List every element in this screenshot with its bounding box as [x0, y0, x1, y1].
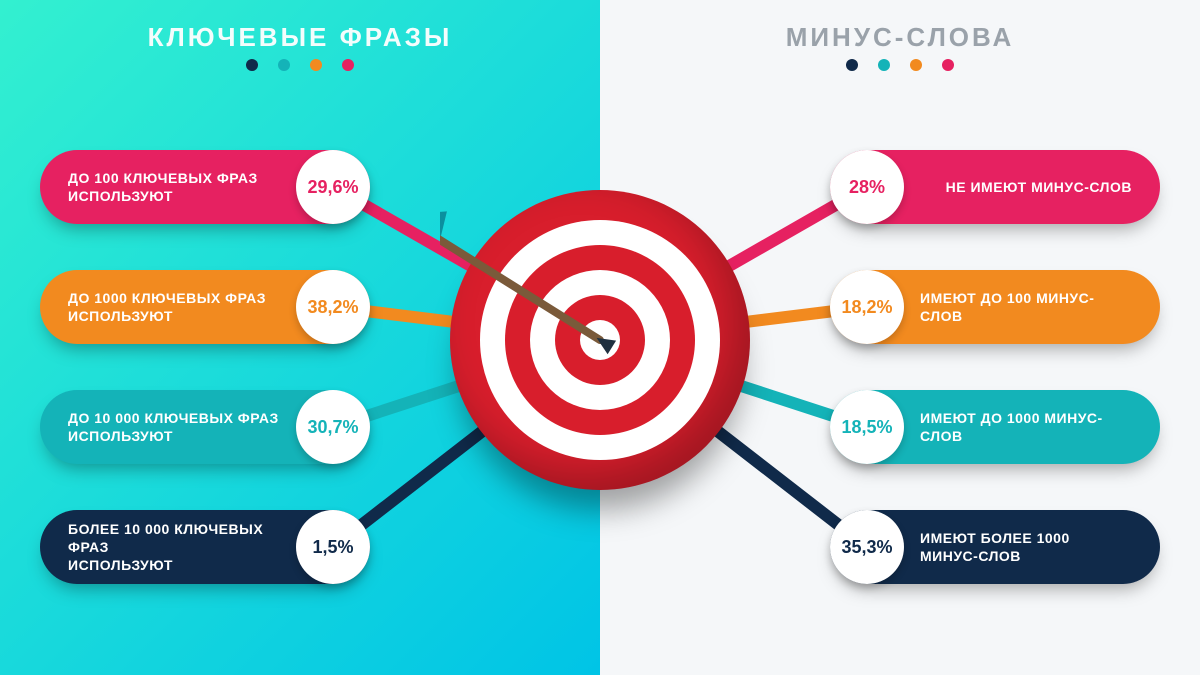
pill-label: ИМЕЮТ ДО 1000 МИНУС-СЛОВ — [920, 409, 1132, 445]
target-base — [450, 190, 750, 490]
pill-value-badge: 29,6% — [296, 150, 370, 224]
header-dot — [278, 59, 290, 71]
target-icon — [450, 190, 750, 490]
left-pill-2: ДО 10 000 КЛЮЧЕВЫХ ФРАЗИСПОЛЬЗУЮТ 30,7% — [40, 390, 370, 464]
pill-value-badge: 28% — [830, 150, 904, 224]
pill-label: ИМЕЮТ ДО 100 МИНУС-СЛОВ — [920, 289, 1132, 325]
pill-label: НЕ ИМЕЮТ МИНУС-СЛОВ — [946, 178, 1132, 196]
header-dot — [878, 59, 890, 71]
header-dot — [942, 59, 954, 71]
dots-right — [600, 58, 1200, 76]
right-pill-0: НЕ ИМЕЮТ МИНУС-СЛОВ 28% — [830, 150, 1160, 224]
left-pill-3: БОЛЕЕ 10 000 КЛЮЧЕВЫХ ФРАЗИСПОЛЬЗУЮТ 1,5% — [40, 510, 370, 584]
left-pill-0: ДО 100 КЛЮЧЕВЫХ ФРАЗИСПОЛЬЗУЮТ 29,6% — [40, 150, 370, 224]
header-dot — [910, 59, 922, 71]
heading-left: КЛЮЧЕВЫЕ ФРАЗЫ — [0, 22, 600, 53]
header-dot — [846, 59, 858, 71]
pill-label: ДО 100 КЛЮЧЕВЫХ ФРАЗИСПОЛЬЗУЮТ — [68, 169, 258, 205]
header-dot — [342, 59, 354, 71]
pill-label: БОЛЕЕ 10 000 КЛЮЧЕВЫХ ФРАЗИСПОЛЬЗУЮТ — [68, 520, 280, 575]
pill-value-badge: 35,3% — [830, 510, 904, 584]
pill-value-badge: 30,7% — [296, 390, 370, 464]
pill-label: ИМЕЮТ БОЛЕЕ 1000 МИНУС-СЛОВ — [920, 529, 1132, 565]
pill-value-badge: 18,5% — [830, 390, 904, 464]
pill-value-badge: 38,2% — [296, 270, 370, 344]
header-dot — [310, 59, 322, 71]
heading-right: МИНУС-СЛОВА — [600, 22, 1200, 53]
left-pill-1: ДО 1000 КЛЮЧЕВЫХ ФРАЗИСПОЛЬЗУЮТ 38,2% — [40, 270, 370, 344]
target-ring — [580, 320, 620, 360]
pill-label: ДО 1000 КЛЮЧЕВЫХ ФРАЗИСПОЛЬЗУЮТ — [68, 289, 266, 325]
header-dot — [246, 59, 258, 71]
infographic-stage: КЛЮЧЕВЫЕ ФРАЗЫ МИНУС-СЛОВА ДО 100 КЛЮЧЕВ… — [0, 0, 1200, 675]
pill-label: ДО 10 000 КЛЮЧЕВЫХ ФРАЗИСПОЛЬЗУЮТ — [68, 409, 279, 445]
dots-left — [0, 58, 600, 76]
pill-value-badge: 18,2% — [830, 270, 904, 344]
pill-value-badge: 1,5% — [296, 510, 370, 584]
right-pill-1: ИМЕЮТ ДО 100 МИНУС-СЛОВ 18,2% — [830, 270, 1160, 344]
right-pill-2: ИМЕЮТ ДО 1000 МИНУС-СЛОВ 18,5% — [830, 390, 1160, 464]
right-pill-3: ИМЕЮТ БОЛЕЕ 1000 МИНУС-СЛОВ 35,3% — [830, 510, 1160, 584]
